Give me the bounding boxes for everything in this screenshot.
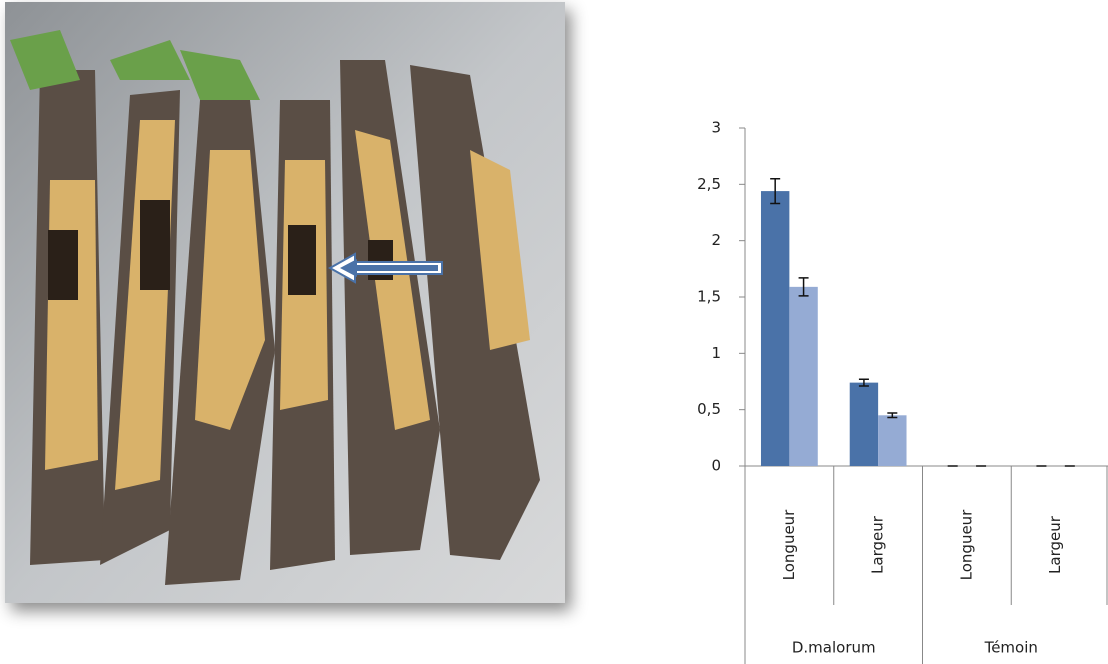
x-tick-label: Longueur [957,509,975,581]
group-label: D.malorum [792,639,876,657]
y-tick-label: 1,5 [697,288,721,306]
bar [789,287,817,466]
bar [878,415,906,466]
chart: 0 0,5 1 1,5 2 2,5 3 Longueur Largeur Longueur Larg… [697,119,1108,664]
y-tick-label: 1 [711,344,721,362]
y-tick-label: 2 [711,231,721,249]
y-tick-label: 2,5 [697,175,721,193]
photo [5,2,565,603]
y-tick-label: 3 [711,119,721,137]
bar [850,383,878,466]
group-label: Témoin [984,639,1038,657]
y-tick-label: 0 [711,457,721,475]
figure: 0 0,5 1 1,5 2 2,5 3 Longueur Largeur Longueur Larg… [0,0,1108,664]
y-tick-label: 0,5 [697,400,721,418]
x-tick-label: Largeur [1046,515,1064,574]
bar [761,191,789,466]
x-tick-label: Largeur [869,515,887,574]
x-tick-label: Longueur [780,509,798,581]
